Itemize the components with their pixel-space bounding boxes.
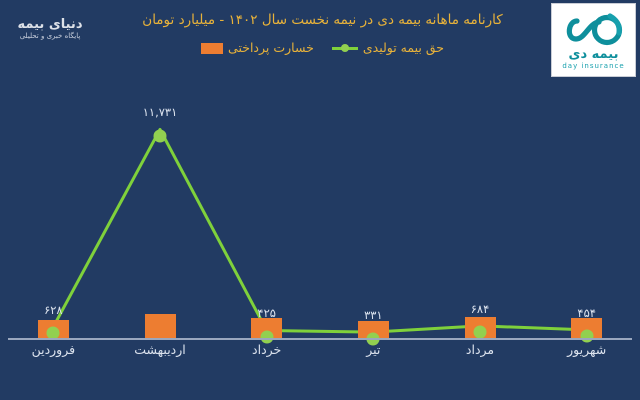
category-label-1: اردیبهشت <box>134 342 186 357</box>
category-label-0: فروردین <box>31 342 76 357</box>
brand-logo: بیمه دی day insurance <box>551 3 636 77</box>
line-marker-0[interactable] <box>46 326 60 340</box>
bar-2[interactable] <box>251 318 283 338</box>
value-label-5: ۴۵۴ <box>577 305 596 320</box>
day-insurance-infinity-icon <box>566 12 622 45</box>
watermark-title: دنیای بیمه <box>17 17 83 32</box>
legend-line-swatch-icon <box>331 42 358 54</box>
category-label-3: تیر <box>366 342 381 357</box>
bar-5[interactable] <box>571 318 603 338</box>
chart-legend: حق بیمه تولیدی خسارت پرداختی <box>120 40 525 55</box>
line-marker-2[interactable] <box>260 330 274 344</box>
legend-label-line: حق بیمه تولیدی <box>362 40 444 55</box>
brand-name-fa: بیمه دی <box>568 46 619 62</box>
bar-1[interactable] <box>144 314 176 338</box>
legend-label-bar: خسارت پرداختی <box>228 40 314 55</box>
category-label-4: مرداد <box>465 342 495 357</box>
bar-3[interactable] <box>357 321 389 338</box>
line-marker-4[interactable] <box>473 325 487 339</box>
brand-name-en: day insurance <box>562 61 625 70</box>
value-label-1: ۱۱,۷۳۱ <box>142 105 178 120</box>
value-label-0: ۶۲۸ <box>44 302 63 317</box>
value-label-3: ۳۳۱ <box>364 308 383 323</box>
legend-item-bar[interactable]: خسارت پرداختی <box>201 40 314 55</box>
category-axis-line <box>8 338 632 340</box>
value-label-2: ۴۲۵ <box>257 306 276 321</box>
value-label-4: ۶۸۴ <box>470 301 490 316</box>
category-label-5: شهریور <box>567 342 607 357</box>
legend-bar-swatch-icon <box>201 42 224 54</box>
site-watermark-logo: دنیای بیمه پایگاه خبری و تحلیلی <box>2 6 98 52</box>
line-series-path <box>51 127 589 334</box>
watermark-tagline: پایگاه خبری و تحلیلی <box>19 32 81 40</box>
line-marker-1[interactable] <box>153 129 167 143</box>
category-axis-labels: فروردین اردیبهشت خرداد تیر مرداد شهریور <box>0 340 640 368</box>
legend-item-line[interactable]: حق بیمه تولیدی <box>331 40 444 55</box>
category-label-2: خرداد <box>252 342 282 357</box>
chart-title: کارنامه ماهانه بیمه دی در نیمه نخست سال … <box>142 12 503 28</box>
plot-area: ۶۲۸ ۱۱,۷۳۱ ۴۲۵ ۳۳۱ ۶۸۴ ۴۵۴ فروردین اردیبهشت خرد… <box>0 72 640 368</box>
